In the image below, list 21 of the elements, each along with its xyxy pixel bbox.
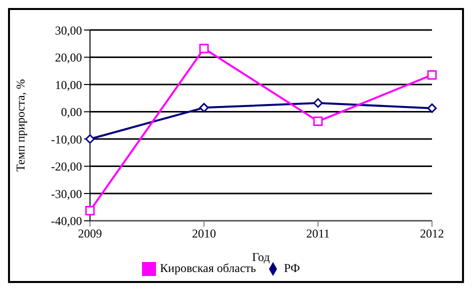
point bbox=[427, 103, 437, 113]
y-tick-label: 10,00 bbox=[55, 78, 82, 92]
point bbox=[427, 70, 437, 80]
point bbox=[199, 102, 209, 112]
point bbox=[313, 116, 323, 126]
y-tick-label: -40,00 bbox=[51, 214, 82, 228]
y-tick-label: -20,00 bbox=[51, 160, 82, 174]
y-tick-label: -10,00 bbox=[51, 132, 82, 146]
legend-label: РФ bbox=[284, 260, 300, 275]
y-tick-label: 30,00 bbox=[55, 23, 82, 38]
point bbox=[199, 44, 209, 54]
point bbox=[85, 206, 95, 216]
x-tick-label: 2009 bbox=[78, 226, 102, 240]
x-tick-label: 2012 bbox=[420, 226, 444, 240]
x-tick-label: 2010 bbox=[192, 226, 216, 240]
y-tick-label: 20,00 bbox=[55, 50, 82, 65]
point bbox=[313, 98, 323, 108]
y-axis-title: Темп прироста, % bbox=[13, 79, 28, 172]
y-tick-label: 0,00 bbox=[61, 105, 82, 120]
x-tick-label: 2011 bbox=[306, 226, 330, 240]
y-tick-label: -30,00 bbox=[51, 186, 82, 201]
